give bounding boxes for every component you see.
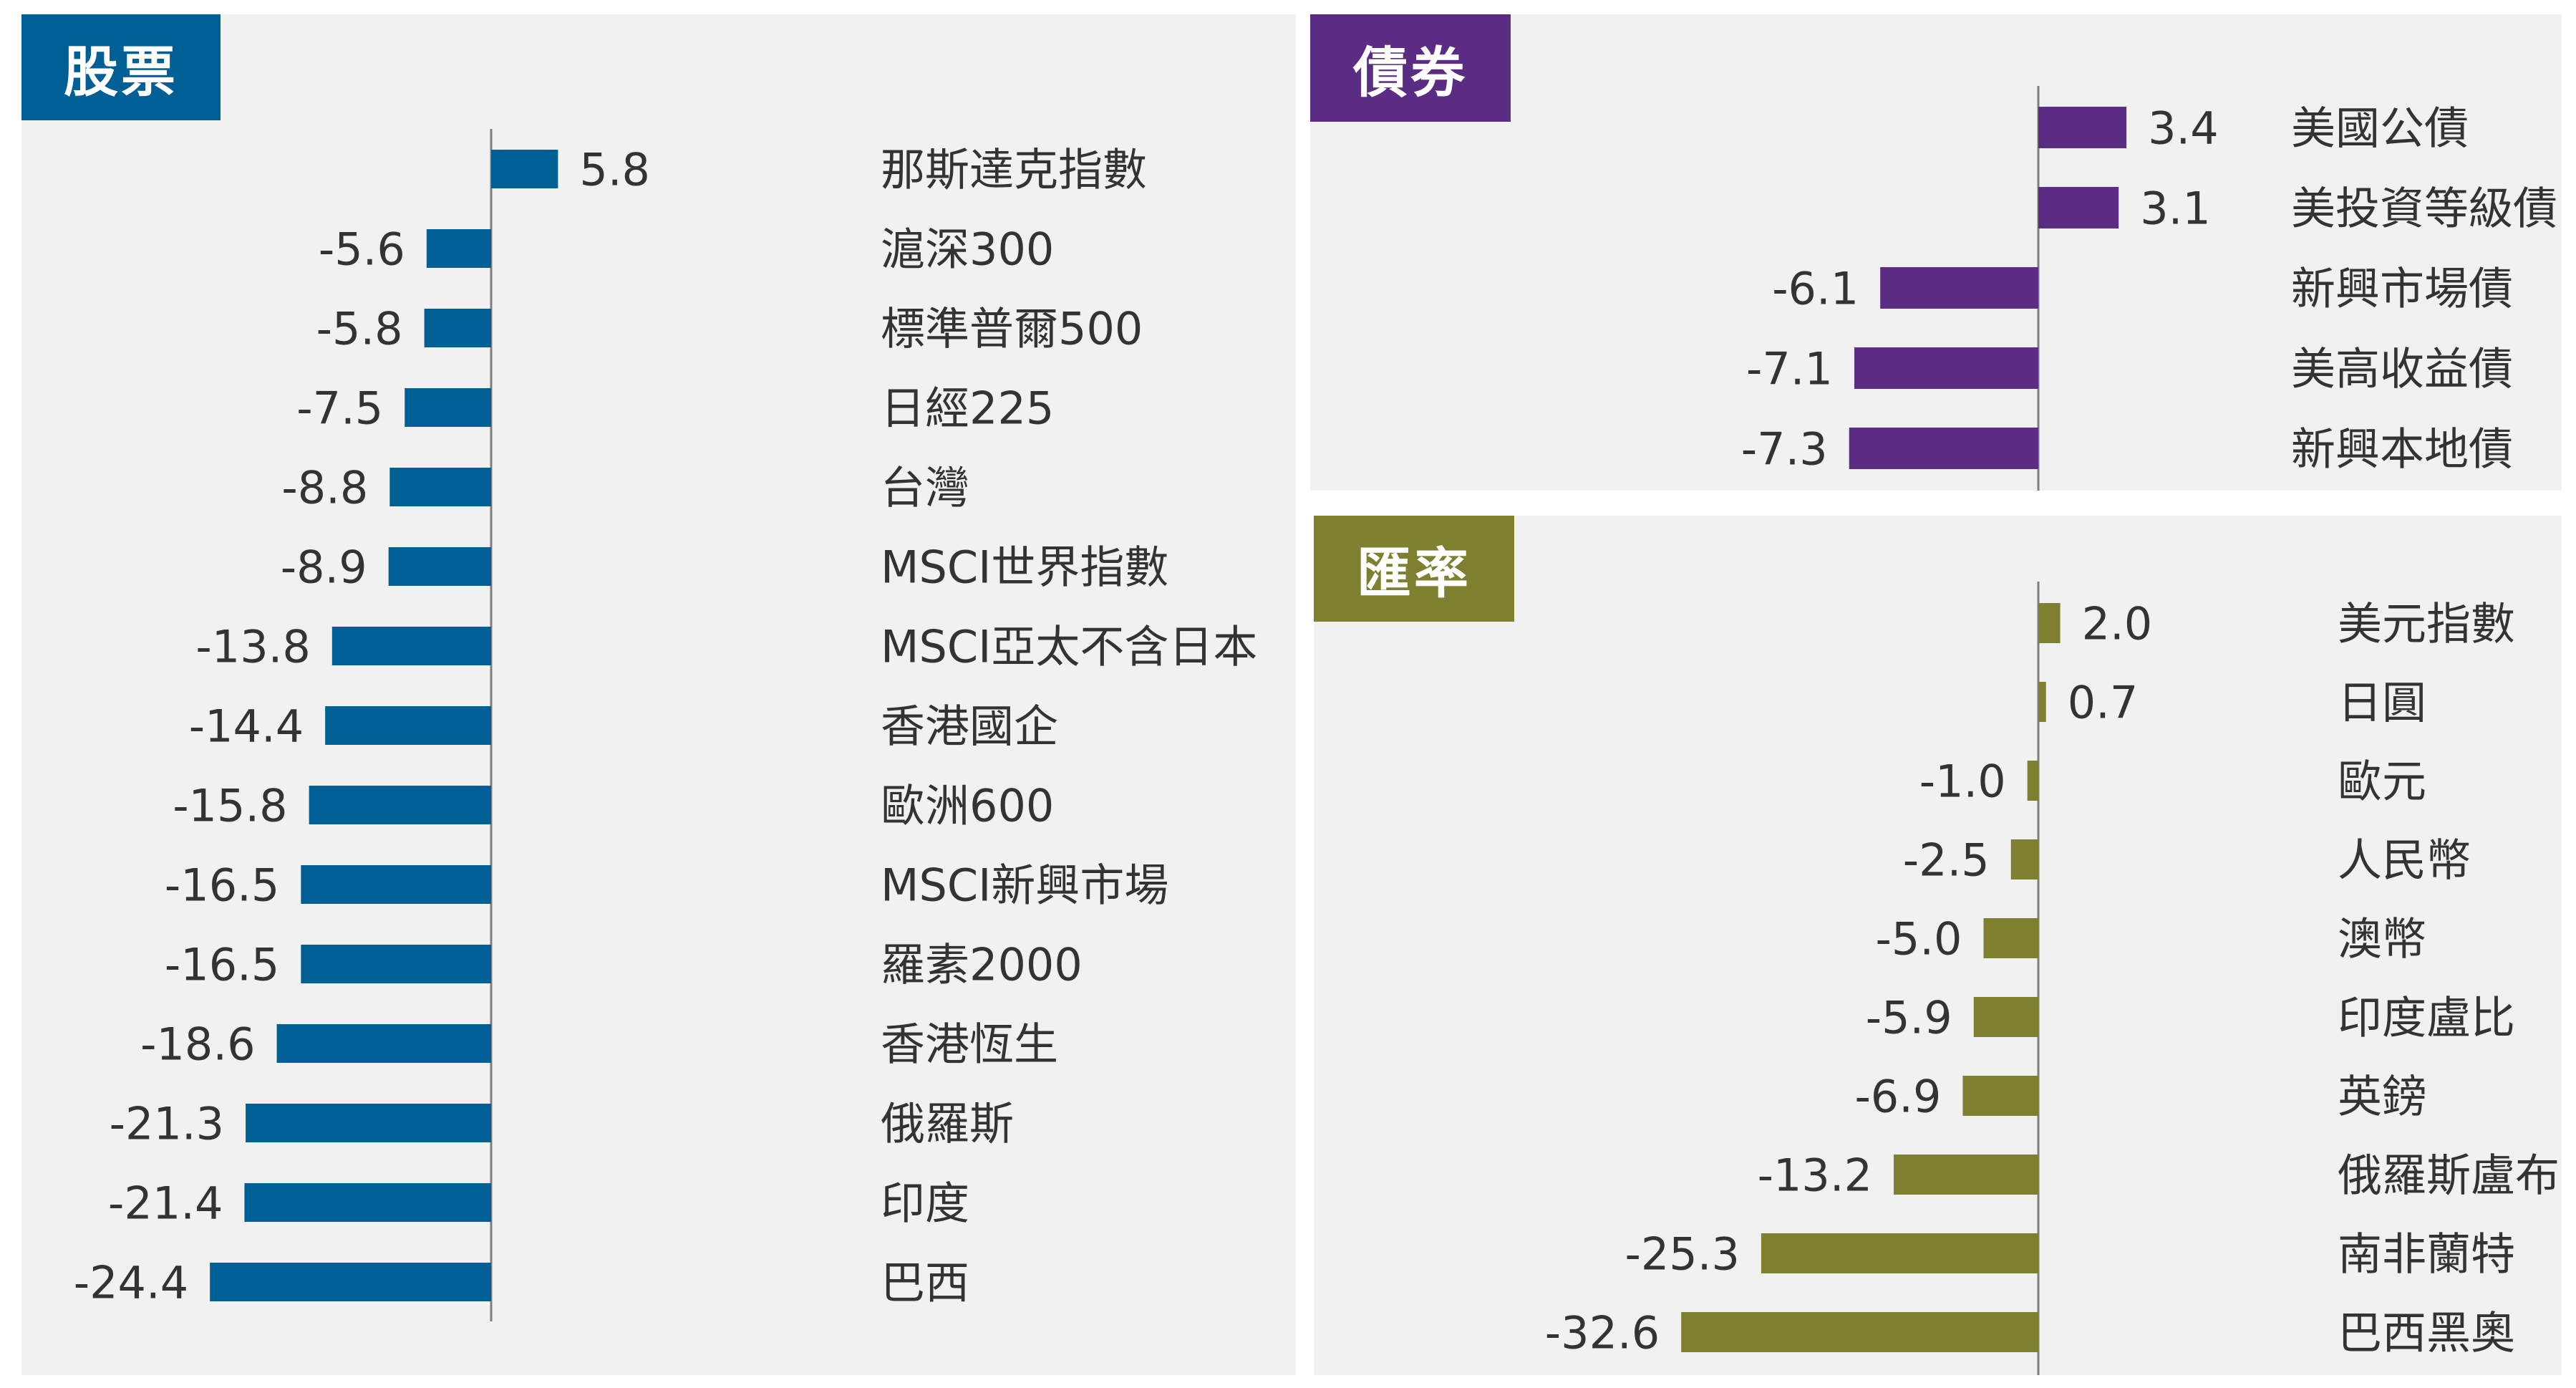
fx-panel: 匯率 2.0 美元指數 0.7 日圓 -1.0 歐元 -2.5 人民幣 -5.0 澳幣 -5.9 印度… [1314,516,2562,1375]
equity-bar [210,1263,491,1301]
fx-chart: 2.0 美元指數 0.7 日圓 -1.0 歐元 -2.5 人民幣 -5.0 澳幣 -5.9 印度盧比 -… [1545,582,2560,1375]
fx-bar [1894,1155,2038,1195]
equity-category-label: 那斯達克指數 [881,143,1147,196]
bond-value-label: -7.3 [1741,423,1828,475]
equity-value-label: -16.5 [165,938,279,991]
fx-value-label: -13.2 [1758,1149,1872,1201]
equity-value-label: -18.6 [140,1018,255,1070]
equity-value-label: -5.8 [316,302,403,355]
fx-bar [2027,761,2038,801]
equity-bar [405,388,491,427]
fx-value-label: 2.0 [2082,597,2153,650]
equity-bar [309,786,491,824]
bond-category-label: 新興市場債 [2291,262,2513,314]
bond-value-label: 3.1 [2140,182,2211,234]
equity-bar [388,547,491,586]
equity-bar [246,1104,491,1142]
bond-category-label: 新興本地債 [2291,423,2513,475]
equity-category-label: 羅素2000 [881,938,1083,991]
fx-bar [1973,997,2038,1037]
equity-category-label: 巴西 [881,1256,969,1309]
equity-category-label: MSCI亞太不含日本 [881,620,1257,673]
equity-category-label: 香港恆生 [881,1018,1058,1070]
fx-bar [1962,1076,2038,1116]
fx-category-label: 歐元 [2338,755,2426,807]
equity-value-label: -8.9 [281,541,367,593]
bond-category-label: 美高收益債 [2291,342,2513,395]
equity-value-label: -8.8 [281,461,368,514]
equity-bar [244,1183,491,1222]
equity-bar [424,309,491,347]
equity-value-label: -13.8 [195,620,310,673]
bond-category-label: 美國公債 [2291,102,2469,154]
equity-panel: 股票 5.8 那斯達克指數 -5.6 滬深300 -5.8 標準普爾500 -7.5 日經22… [21,14,1296,1375]
equity-category-label: 日經225 [881,382,1054,434]
equity-value-label: -15.8 [173,779,287,832]
fx-value-label: 0.7 [2068,676,2139,728]
equity-category-label: 歐洲600 [881,779,1054,832]
equity-bar [301,945,491,983]
bond-bar [1849,428,2038,469]
fx-category-label: 日圓 [2338,676,2426,728]
fx-value-label: -25.3 [1624,1228,1739,1280]
fx-value-label: -2.5 [1903,834,1990,886]
equity-category-label: 台灣 [881,461,969,514]
fx-category-label: 俄羅斯盧布 [2338,1149,2560,1201]
equity-value-label: -21.4 [108,1177,223,1229]
equity-value-label: 5.8 [579,143,650,196]
fx-bar [2010,839,2038,879]
bond-value-label: -7.1 [1746,342,1833,395]
bond-bar [1880,267,2038,309]
equity-category-label: 標準普爾500 [881,302,1143,355]
equity-value-label: -7.5 [296,382,383,434]
equity-category-label: 印度 [881,1177,969,1229]
bond-value-label: 3.4 [2148,102,2219,154]
equity-value-label: -5.6 [319,223,405,275]
equity-chart: 5.8 那斯達克指數 -5.6 滬深300 -5.8 標準普爾500 -7.5 日經225 -8… [74,129,1257,1321]
equity-bar [276,1024,491,1063]
fx-value-label: -6.9 [1854,1070,1941,1122]
equity-value-label: -21.3 [110,1097,224,1150]
bond-title: 債券 [1310,14,1511,122]
fx-bar [1681,1312,2038,1352]
fx-value-label: -5.0 [1876,912,1962,965]
fx-value-label: -5.9 [1866,991,1952,1044]
equity-title: 股票 [21,14,221,120]
equity-category-label: 俄羅斯 [881,1097,1014,1150]
equity-bar [491,150,558,188]
fx-category-label: 印度盧比 [2338,991,2515,1044]
equity-bar [325,706,491,745]
equity-category-label: MSCI新興市場 [881,859,1168,911]
fx-category-label: 美元指數 [2338,597,2515,650]
equity-category-label: 滬深300 [881,223,1054,275]
bond-value-label: -6.1 [1772,262,1859,314]
fx-bar [1983,918,2038,958]
fx-title: 匯率 [1314,516,1514,622]
fx-bar [1761,1233,2038,1273]
fx-category-label: 南非蘭特 [2338,1228,2515,1280]
equity-bar [301,865,491,904]
equity-bar [331,627,491,665]
fx-bar [2038,603,2061,643]
fx-bar [2038,682,2046,722]
bond-chart: 3.4 美國公債 3.1 美投資等級債 -6.1 新興市場債 -7.1 美高收益債 -7.3 新興… [1741,86,2557,491]
bond-category-label: 美投資等級債 [2291,182,2557,234]
equity-category-label: 香港國企 [881,700,1058,752]
fx-value-label: -32.6 [1545,1306,1660,1359]
equity-bar [426,229,491,268]
equity-value-label: -24.4 [74,1256,188,1309]
equity-value-label: -16.5 [165,859,279,911]
fx-category-label: 人民幣 [2338,834,2471,886]
fx-value-label: -1.0 [1919,755,2006,807]
bond-bar [1854,347,2038,389]
bond-bar [2038,107,2127,148]
fx-category-label: 巴西黑奧 [2338,1306,2515,1359]
equity-category-label: MSCI世界指數 [881,541,1168,593]
bond-panel: 債券 3.4 美國公債 3.1 美投資等級債 -6.1 新興市場債 -7.1 美高收益債 -7.… [1310,14,2562,491]
fx-category-label: 英鎊 [2338,1070,2426,1122]
bond-bar [2038,187,2119,228]
fx-category-label: 澳幣 [2338,912,2426,965]
equity-bar [389,468,491,506]
equity-value-label: -14.4 [189,700,304,752]
